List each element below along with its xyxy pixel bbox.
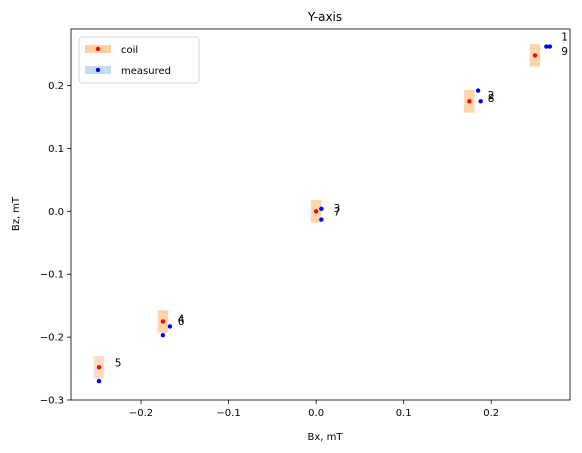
y-tick-label: 0.1 [48, 144, 64, 155]
x-tick-label: 0.2 [483, 408, 499, 419]
x-tick-label: 0.0 [308, 408, 324, 419]
x-tick-label: −0.2 [129, 408, 153, 419]
measured-point-4 [160, 333, 166, 338]
measured-point-7 [319, 217, 324, 222]
measured-point-9 [547, 44, 553, 49]
point-label-9: 9 [561, 46, 568, 58]
y-tick-label: −0.1 [40, 270, 64, 281]
y-axis-ticks: −0.3 −0.2 −0.1 0.0 0.1 0.2 [40, 81, 71, 407]
coil-point-3 [313, 209, 319, 214]
measured-point-6 [167, 324, 173, 329]
legend-marker-measured [95, 67, 101, 73]
point-label-8: 8 [488, 93, 495, 105]
point-label-6: 6 [178, 316, 185, 328]
chart-markers [96, 44, 553, 384]
y-tick-label: −0.2 [40, 333, 64, 344]
coil-point-5 [96, 365, 102, 370]
point-label-5: 5 [115, 357, 122, 369]
legend-marker-coil [95, 46, 101, 52]
y-tick-label: 0.2 [48, 81, 64, 92]
x-axis-ticks: −0.2 −0.1 0.0 0.1 0.2 [129, 400, 499, 419]
measured-point-3 [319, 206, 324, 212]
x-axis-label: Bx, mT [308, 432, 344, 443]
legend: coil measured [78, 36, 200, 84]
point-label-1: 1 [561, 32, 568, 44]
point-label-2: 2 [488, 90, 495, 102]
legend-label-coil: coil [121, 45, 138, 56]
y-tick-label: −0.3 [40, 396, 64, 407]
y-axis-label: Bz, mT [11, 196, 22, 231]
y-tick-label: 0.0 [48, 207, 64, 218]
measured-point-5 [96, 378, 102, 384]
coil-point-1 [532, 53, 538, 58]
measured-point-8 [478, 99, 483, 104]
point-label-7: 7 [334, 206, 341, 218]
measured-point-2 [475, 88, 481, 93]
coil-point-2 [467, 99, 472, 104]
point-label-3: 3 [334, 203, 341, 215]
legend-label-measured: measured [121, 66, 171, 77]
x-tick-label: 0.1 [396, 408, 412, 419]
x-tick-label: −0.1 [216, 408, 240, 419]
plot-frame [70, 28, 571, 401]
point-label-4: 4 [178, 313, 185, 325]
chart-title: Y-axis [307, 10, 342, 24]
measured-point-1 [544, 44, 549, 49]
coil-point-4 [160, 319, 166, 324]
